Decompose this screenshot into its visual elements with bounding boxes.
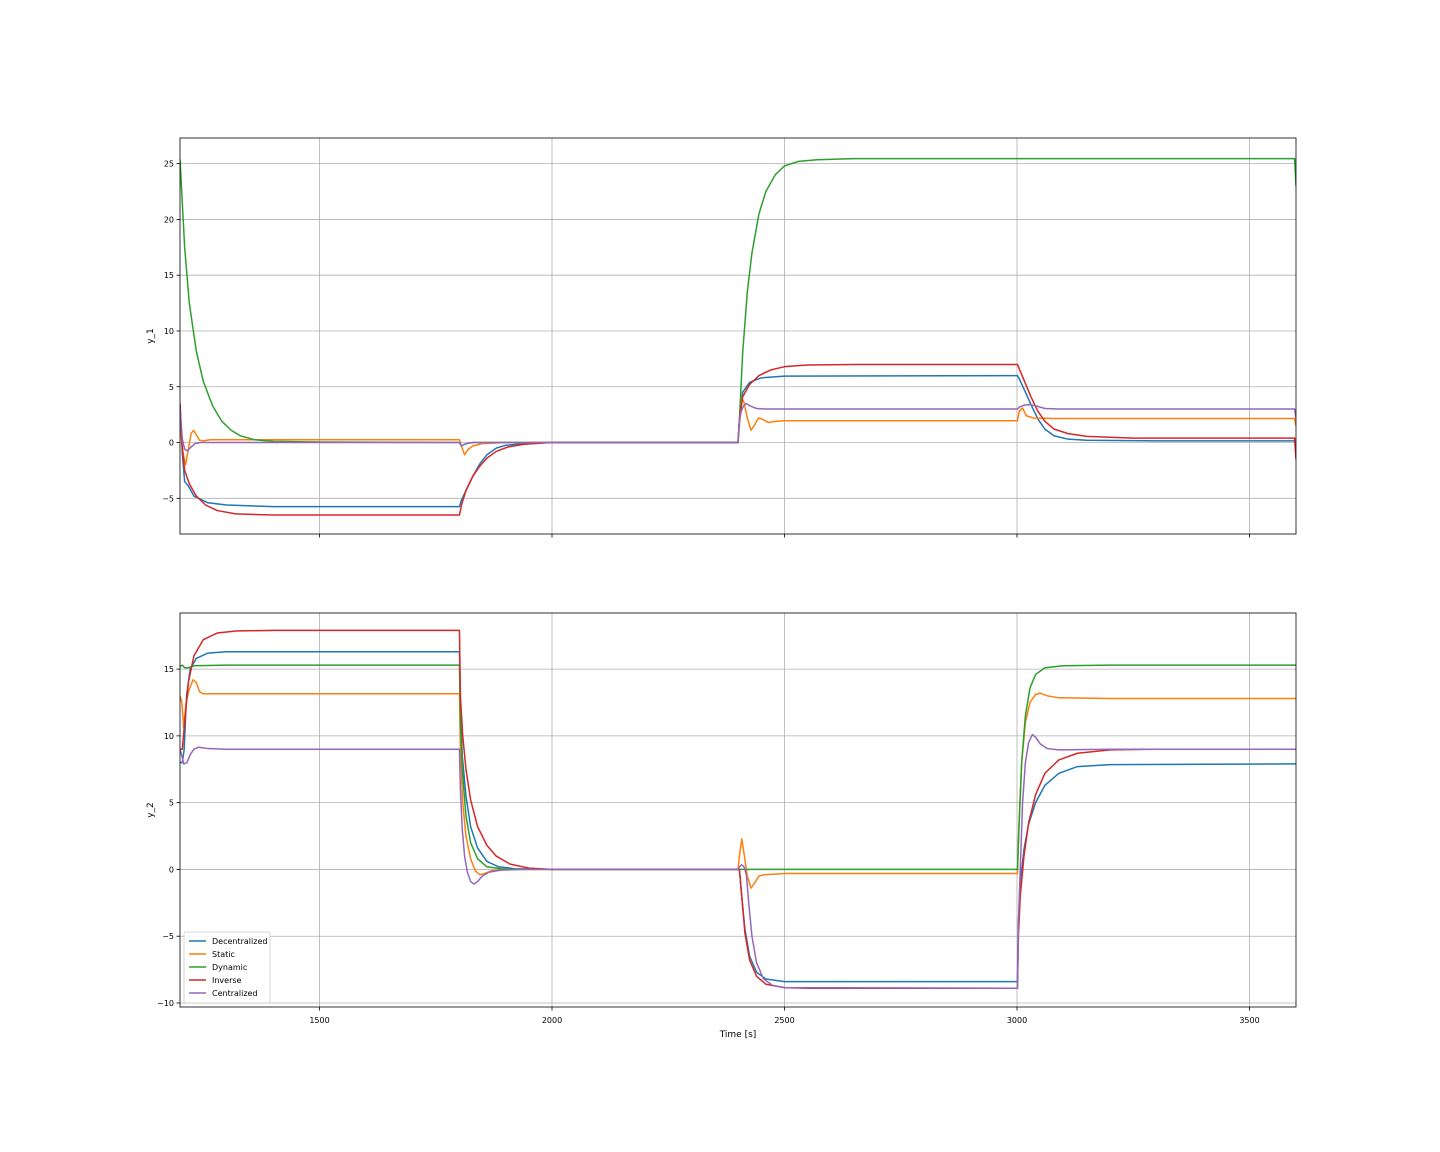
y-tick-label: 0 <box>169 439 174 448</box>
plot-frame <box>179 137 1297 535</box>
y-tick-label: −5 <box>162 932 174 941</box>
bottom-subplot: 1500 2000 2500 3000 3500 −10 −5 0 5 10 15 y_2 Time [… <box>146 612 1297 1040</box>
x-tick-label: 3000 <box>1007 1016 1027 1025</box>
legend: Decentralized Static Dynamic Inverse Central… <box>183 931 271 1004</box>
y-tick-label: 0 <box>169 865 174 874</box>
x-tick-label: 3500 <box>1239 1016 1259 1025</box>
legend-label-centralized: Centralized <box>212 989 258 998</box>
x-tick-label: 1500 <box>309 1016 329 1025</box>
y-axis-label: y_1 <box>146 328 156 344</box>
legend-label-dynamic: Dynamic <box>212 963 247 972</box>
x-axis-label: Time [s] <box>719 1030 757 1040</box>
y-tick-label: 15 <box>164 271 174 280</box>
legend-box <box>183 931 271 1004</box>
legend-label-inverse: Inverse <box>212 976 242 985</box>
y-tick-label: 5 <box>169 799 174 808</box>
x-tick-label: 2000 <box>542 1016 562 1025</box>
plot-frame <box>179 612 1297 1008</box>
y-axis-label: y_2 <box>146 802 156 818</box>
y-tick-label: 5 <box>169 383 174 392</box>
legend-label-decentralized: Decentralized <box>212 937 267 946</box>
x-tick-label: 2500 <box>774 1016 794 1025</box>
y-tick-label: −5 <box>162 494 174 503</box>
series-line-centralized <box>180 402 1296 452</box>
y-tick-label: 25 <box>164 160 174 169</box>
y-tick-label: 10 <box>164 327 174 336</box>
y-tick-label: −10 <box>157 999 174 1008</box>
y-tick-label: 15 <box>164 665 174 674</box>
legend-label-static: Static <box>212 950 235 959</box>
series-line-dynamic <box>180 664 1296 871</box>
y-tick-label: 10 <box>164 732 174 741</box>
y-tick-label: 20 <box>164 215 174 224</box>
series-line-centralized <box>180 733 1296 990</box>
top-subplot: −5 0 5 10 15 20 25 y_1 <box>146 137 1297 538</box>
